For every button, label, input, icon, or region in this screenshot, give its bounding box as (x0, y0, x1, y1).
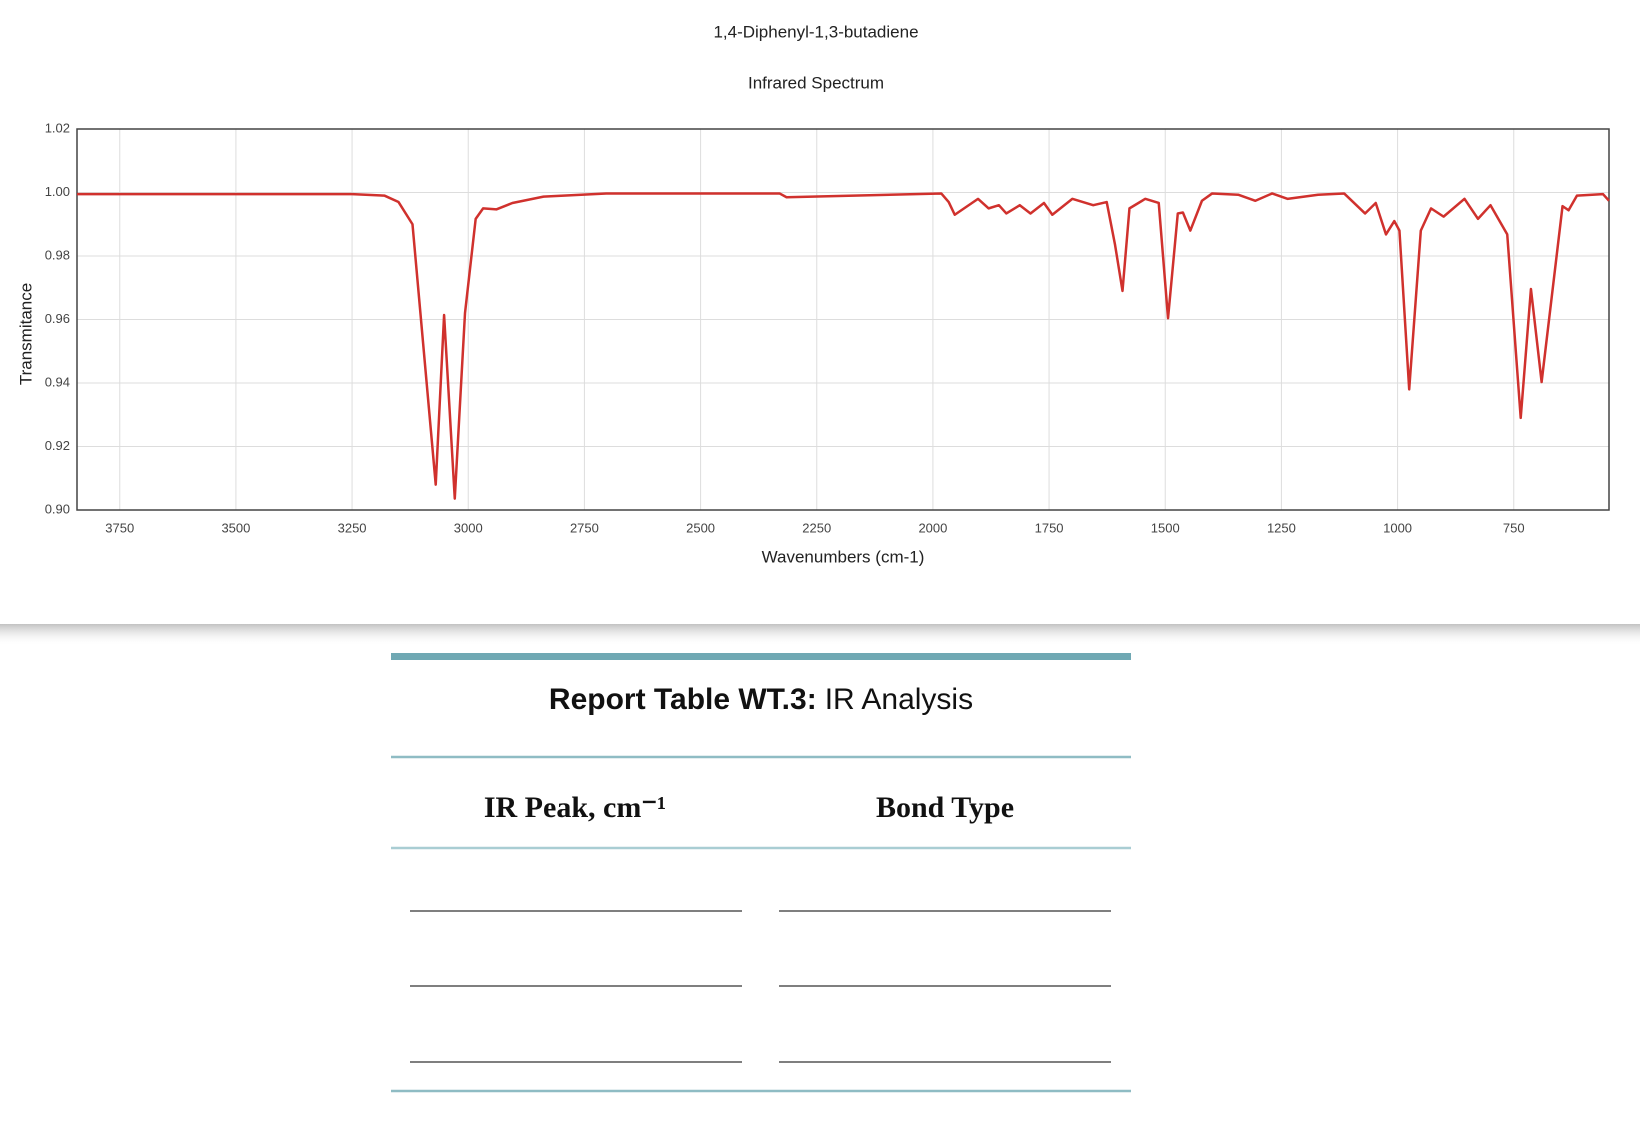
x-tick-label: 1000 (1383, 520, 1412, 535)
plot-frame (76, 128, 1610, 511)
y-tick-label: 1.02 (45, 120, 70, 135)
x-tick-label: 3000 (454, 520, 483, 535)
table-title-rest: IR Analysis (825, 683, 973, 716)
y-tick-label: 1.00 (45, 184, 70, 199)
blank-rows (410, 910, 1111, 1063)
spectrum-line (77, 192, 1610, 500)
plot: 0.90 0.92 0.94 0.96 0.98 1.00 1.02 3750 3500 3250… (45, 120, 1610, 535)
y-tick-label: 0.90 (45, 501, 70, 516)
y-tick-label: 0.94 (45, 374, 70, 389)
y-axis-label: Transmitance (16, 283, 35, 385)
y-tick-label: 0.92 (45, 438, 70, 453)
y-tick-label: 0.98 (45, 247, 70, 262)
x-tick-label: 2500 (686, 520, 715, 535)
y-tick-label: 0.96 (45, 311, 70, 326)
x-tick-label: 3750 (105, 520, 134, 535)
table-top-bar (391, 653, 1131, 660)
chart-title: 1,4-Diphenyl-1,3-butadiene (713, 22, 918, 41)
x-tick-label: 2000 (918, 520, 947, 535)
x-axis-label: Wavenumbers (cm-1) (762, 547, 925, 566)
x-tick-label: 1250 (1267, 520, 1296, 535)
x-tick-label: 2250 (802, 520, 831, 535)
column-header: Bond Type (876, 791, 1014, 824)
x-tick-label: 3500 (221, 520, 250, 535)
x-tick-label: 750 (1503, 520, 1525, 535)
x-tick-label: 1750 (1035, 520, 1064, 535)
x-tick-label: 2750 (570, 520, 599, 535)
table-title: Report Table WT.3: IR Analysis (549, 683, 973, 716)
chart-subtitle: Infrared Spectrum (748, 73, 884, 92)
column-header: IR Peak, cm⁻¹ (484, 791, 666, 824)
panel-shadow (0, 624, 1640, 646)
table-title-bold: Report Table WT.3: (549, 683, 817, 716)
x-tick-label: 1500 (1151, 520, 1180, 535)
x-tick-label: 3250 (338, 520, 367, 535)
